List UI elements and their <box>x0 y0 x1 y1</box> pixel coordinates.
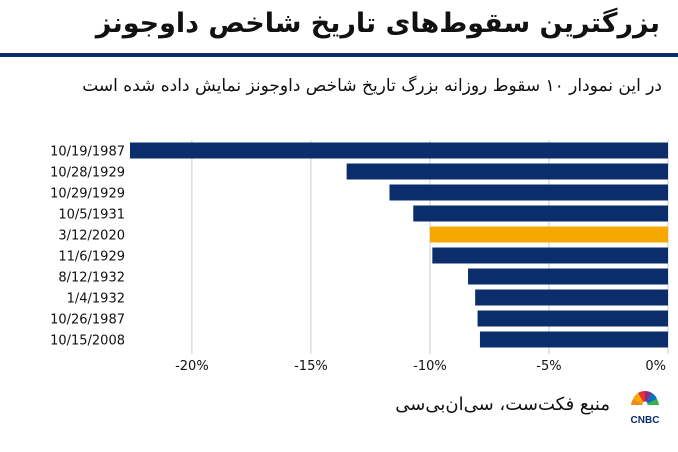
category-label: 10/15/2008 <box>50 334 125 349</box>
title-divider <box>0 53 678 57</box>
category-label: 10/29/1929 <box>50 187 125 202</box>
bar-11-6-1929 <box>432 247 668 264</box>
x-tick-label: -5% <box>536 359 561 374</box>
bar-10-28-1929 <box>346 163 668 180</box>
category-label: 10/28/1929 <box>50 166 125 181</box>
bar-10-15-2008 <box>479 331 668 348</box>
x-tick-label: -10% <box>413 359 447 374</box>
bar-1-4-1932 <box>475 289 668 306</box>
x-tick-label: 0% <box>645 359 666 374</box>
bar-10-19-1987 <box>130 142 668 159</box>
category-label: 10/19/1987 <box>50 145 125 160</box>
category-label: 8/12/1932 <box>58 271 125 286</box>
bar-10-26-1987 <box>477 310 668 327</box>
source-note: منبع فکت‌ست، سی‌ان‌بی‌سی <box>395 394 610 415</box>
category-label: 10/5/1931 <box>58 208 125 223</box>
category-label: 11/6/1929 <box>58 250 125 265</box>
chart-subtitle: در این نمودار ۱۰ سقوط روزانه بزرگ تاریخ … <box>82 76 662 96</box>
category-label: 1/4/1932 <box>67 292 125 307</box>
category-label: 10/26/1987 <box>50 313 125 328</box>
x-tick-label: -15% <box>294 359 328 374</box>
bar-8-12-1932 <box>468 268 668 285</box>
x-tick-label: -20% <box>175 359 209 374</box>
category-label: 3/12/2020 <box>58 229 125 244</box>
logo-text: CNBC <box>631 415 660 426</box>
bar-3-12-2020 <box>429 226 668 243</box>
chart-title: بزرگترین سقوط‌های تاریخ شاخص داوجونز <box>95 8 660 39</box>
cnbc-logo: CNBC <box>631 390 660 426</box>
bar-10-5-1931 <box>413 205 668 222</box>
bar-10-29-1929 <box>389 184 668 201</box>
